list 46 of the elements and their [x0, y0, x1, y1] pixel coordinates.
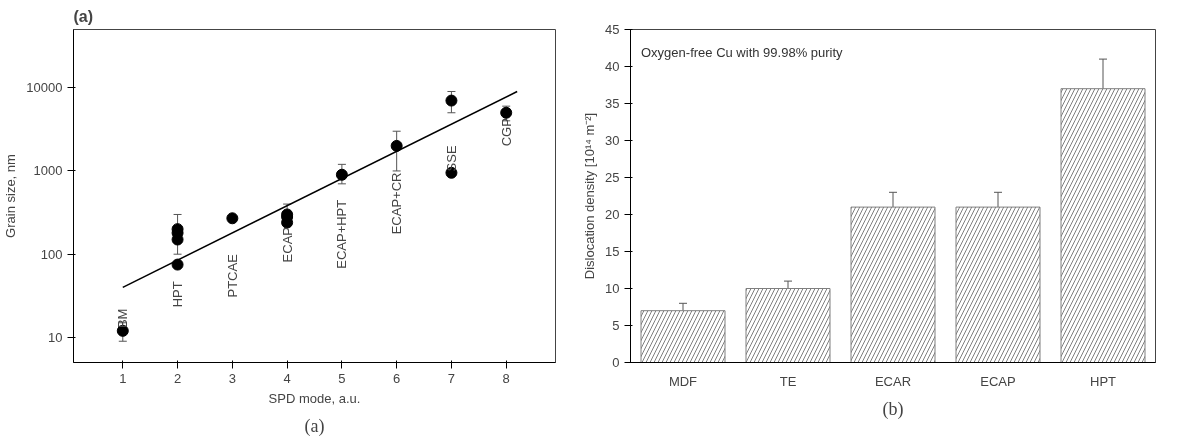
x-tick-label: 1 — [119, 370, 127, 386]
x-tick-label: 5 — [338, 370, 346, 386]
y-tick-label: 10 — [605, 281, 620, 296]
x-tick-label: 4 — [283, 370, 291, 386]
y-tick-label: 35 — [605, 96, 620, 111]
y-tick-label: 100 — [40, 246, 63, 262]
x-tick-label: 6 — [393, 370, 401, 386]
x-tick-label: MDF — [668, 373, 698, 389]
point — [445, 94, 458, 107]
y-tick-label: 1000 — [33, 163, 63, 179]
annotation: CGP — [498, 118, 514, 147]
y-tick-label: 45 — [605, 22, 620, 37]
x-tick-label: HPT — [1090, 373, 1117, 389]
point — [390, 139, 403, 152]
y-axis-title: Dislocation density [10¹⁴ m⁻²] — [582, 112, 598, 280]
point — [171, 258, 184, 271]
y-tick-label: 10 — [48, 329, 63, 345]
annotation: HPT — [170, 281, 186, 308]
chart-title: (a) — [73, 7, 94, 25]
y-tick-label: 5 — [612, 318, 620, 333]
x-tick-label: 8 — [502, 370, 510, 386]
text: (b) — [882, 398, 904, 420]
x-tick-label: 2 — [173, 370, 182, 386]
y-tick-label: 30 — [605, 133, 620, 148]
x-tick-label: TE — [779, 373, 797, 389]
y-tick-label: 40 — [605, 59, 620, 74]
y-tick-label: 15 — [605, 244, 620, 259]
annotation: Oxygen-free Cu with 99.98% purity — [641, 45, 844, 61]
y-tick-label: 10000 — [26, 80, 63, 96]
text: (a) — [304, 415, 325, 437]
x-tick-label: 7 — [447, 370, 456, 386]
annotation: PTCAE — [224, 253, 240, 298]
annotation: ECAP+HPT — [334, 199, 350, 269]
annotation: SSE — [443, 145, 459, 172]
annotation: ECAP — [279, 226, 295, 263]
x-tick-label: ECAP — [980, 373, 1016, 389]
x-tick-label: 3 — [228, 370, 236, 386]
y-tick-label: 25 — [605, 170, 620, 185]
annotation: ECAP+CR — [389, 172, 405, 235]
point — [226, 212, 239, 225]
x-tick-label: ECAR — [874, 373, 912, 389]
x-axis-title: SPD mode, a.u. — [268, 390, 361, 406]
annotation: BM — [115, 308, 131, 329]
y-tick-label: 0 — [612, 355, 620, 370]
y-tick-label: 20 — [605, 207, 620, 222]
y-axis-title: Grain size, nm — [3, 154, 19, 238]
